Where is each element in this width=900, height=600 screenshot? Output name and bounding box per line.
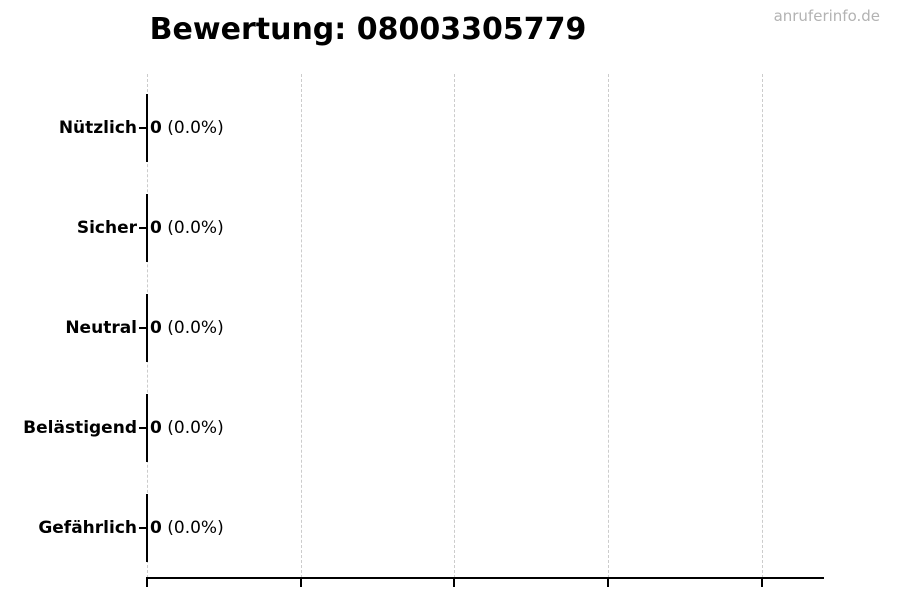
bar-value-label: 0 (0.0%) xyxy=(150,318,224,338)
x-axis-tick xyxy=(299,579,302,587)
bar xyxy=(146,94,148,162)
bar-value: 0 xyxy=(150,318,162,338)
gridline xyxy=(607,74,609,578)
x-axis-tick xyxy=(760,579,763,587)
category-label: Neutral xyxy=(65,318,137,338)
bar xyxy=(146,294,148,362)
gridline xyxy=(300,74,302,578)
y-axis-tick xyxy=(139,527,147,529)
bar-value: 0 xyxy=(150,518,162,538)
bar-value-label: 0 (0.0%) xyxy=(150,218,224,238)
bar xyxy=(146,394,148,462)
watermark-text: anruferinfo.de xyxy=(773,7,880,25)
bar-value-label: 0 (0.0%) xyxy=(150,118,224,138)
x-axis-tick xyxy=(453,579,456,587)
y-axis-tick xyxy=(139,227,147,229)
plot-area xyxy=(147,74,823,578)
category-label: Gefährlich xyxy=(38,518,137,538)
gridline xyxy=(454,74,456,578)
y-axis-tick xyxy=(139,427,147,429)
gridline xyxy=(761,74,763,578)
bar-percentage: (0.0%) xyxy=(161,118,224,138)
bar-percentage: (0.0%) xyxy=(161,218,224,238)
bar xyxy=(146,194,148,262)
bar-value: 0 xyxy=(150,218,162,238)
category-label: Sicher xyxy=(76,218,137,238)
category-label: Nützlich xyxy=(58,118,137,138)
bar-percentage: (0.0%) xyxy=(161,418,224,438)
category-label: Belästigend xyxy=(23,418,137,438)
chart-title: Bewertung: 08003305779 xyxy=(149,12,587,47)
bar-value: 0 xyxy=(150,118,162,138)
x-axis-tick xyxy=(606,579,609,587)
bar xyxy=(146,494,148,562)
y-axis-tick xyxy=(139,127,147,129)
bar-value-label: 0 (0.0%) xyxy=(150,418,224,438)
y-axis-tick xyxy=(139,327,147,329)
bar-value-label: 0 (0.0%) xyxy=(150,518,224,538)
bar-percentage: (0.0%) xyxy=(161,518,224,538)
bar-value: 0 xyxy=(150,418,162,438)
x-axis-tick xyxy=(146,579,148,587)
bar-percentage: (0.0%) xyxy=(161,318,224,338)
x-axis-line xyxy=(146,577,824,579)
